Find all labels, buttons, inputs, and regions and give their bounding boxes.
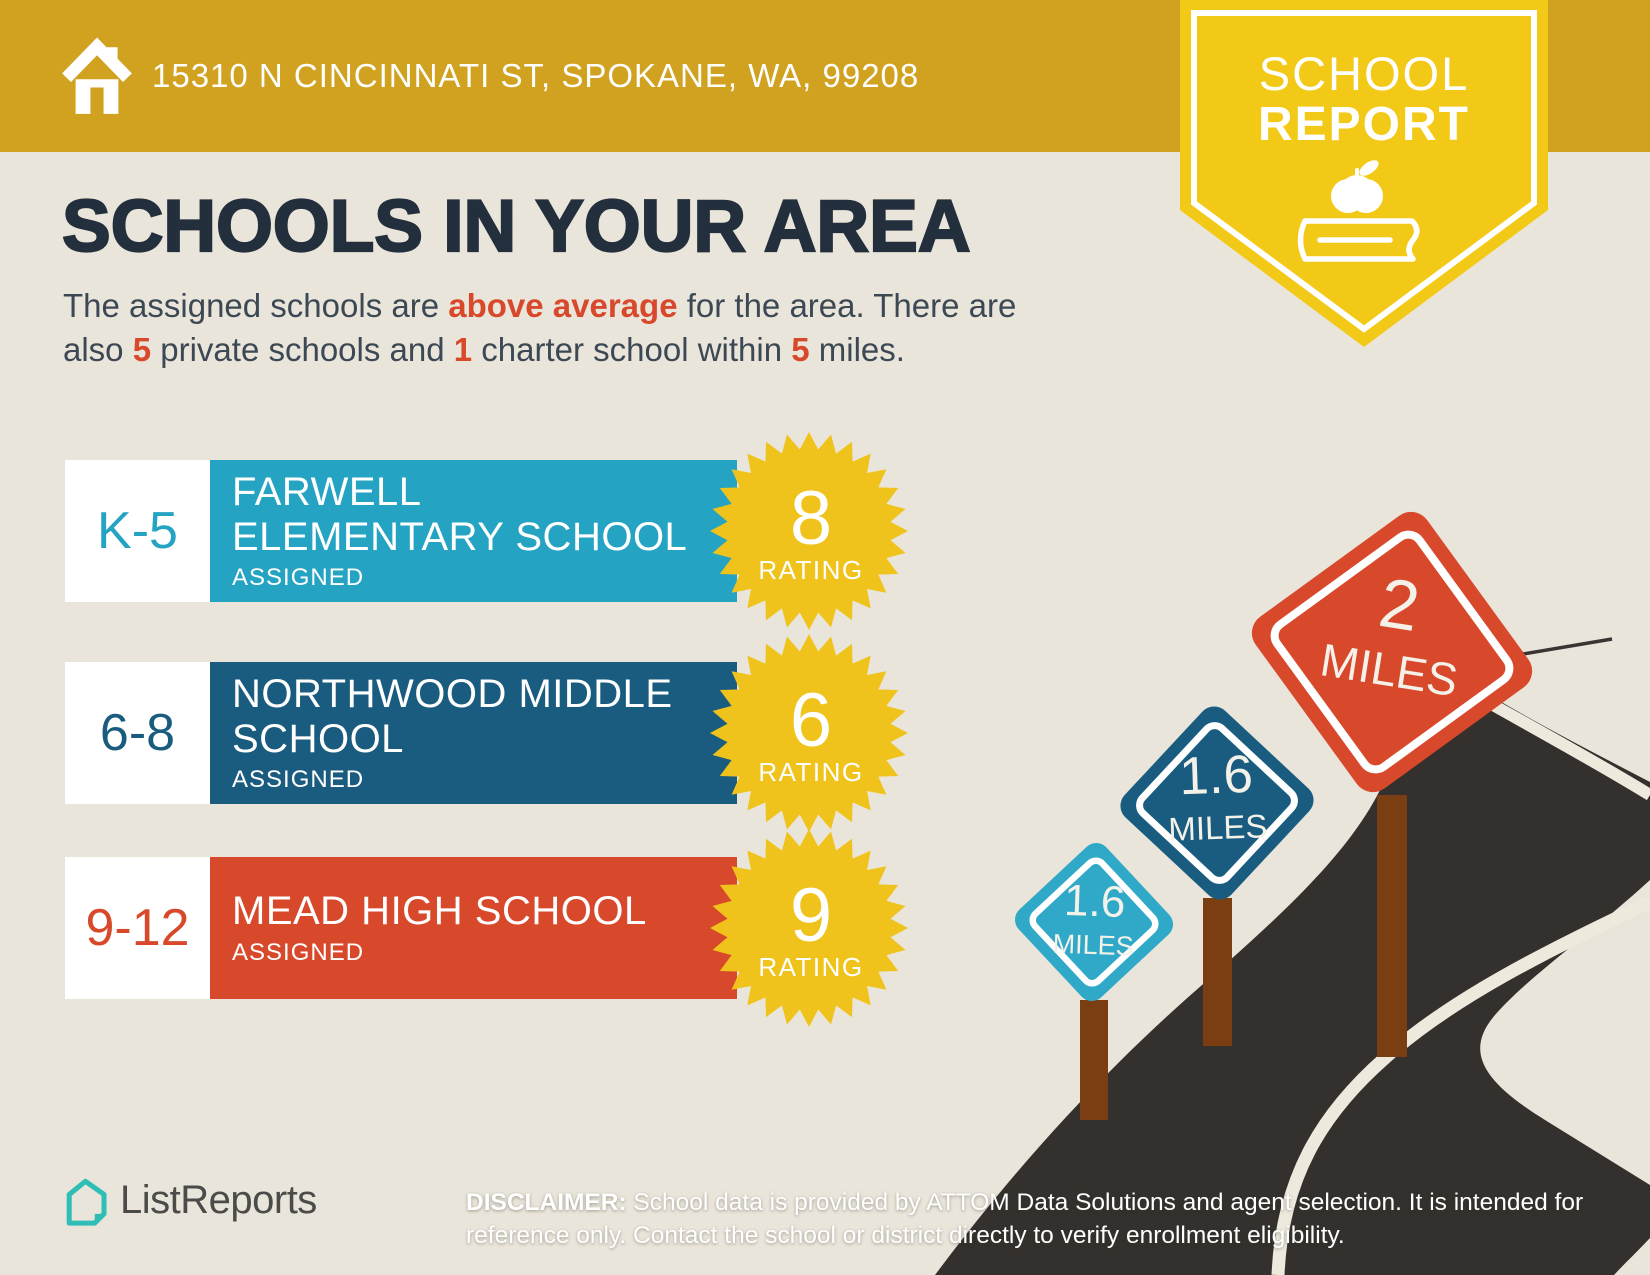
distance-sign-high: 2 MILES	[1251, 511, 1533, 793]
rating-label: RATING	[758, 757, 863, 787]
rating-label: RATING	[758, 952, 863, 982]
listreports-logo-icon	[66, 1178, 107, 1226]
rating-badge-high: 9 RATING	[710, 829, 908, 1027]
school-name: MEAD HIGH SCHOOL	[232, 889, 647, 934]
distance-sign-elementary: 1.6 MILES	[1014, 842, 1174, 1002]
starburst-icon	[710, 829, 908, 1027]
school-name: NORTHWOOD MIDDLE SCHOOL	[232, 671, 673, 761]
school-bar: FARWELL ELEMENTARY SCHOOL ASSIGNED	[210, 460, 737, 602]
school-name: FARWELL ELEMENTARY SCHOOL	[232, 469, 688, 559]
home-icon	[62, 37, 132, 114]
sign-post-mid	[1203, 898, 1232, 1046]
distance-unit: MILES	[1052, 929, 1134, 962]
starburst-icon	[710, 634, 908, 832]
school-status: ASSIGNED	[232, 564, 365, 592]
sign-post-near	[1080, 1000, 1108, 1120]
school-bar: MEAD HIGH SCHOOL ASSIGNED	[210, 857, 737, 999]
grade-range: K-5	[65, 460, 210, 602]
rating-badge-elementary: 8 RATING	[710, 432, 908, 630]
area-summary: The assigned schools are above average f…	[63, 287, 1017, 368]
sign-post-far	[1377, 795, 1407, 1057]
distance-sign-middle: 1.6 MILES	[1120, 706, 1314, 900]
rating-badge-middle: 6 RATING	[710, 634, 908, 832]
page-title: SCHOOLS IN YOUR AREA	[61, 186, 972, 267]
school-row-elementary: K-5 FARWELL ELEMENTARY SCHOOL ASSIGNED	[65, 460, 737, 602]
distance-unit: MILES	[1168, 807, 1268, 847]
disclaimer-text: DISCLAIMER: School data is provided by A…	[466, 1189, 1584, 1250]
brand-name: ListReports	[120, 1178, 317, 1222]
highlight-charter-count: 1	[453, 330, 473, 368]
highlight-private-count: 5	[132, 330, 152, 368]
distance-value: 1.6	[1178, 745, 1254, 807]
rating-value: 8	[790, 476, 832, 561]
rating-value: 6	[790, 678, 832, 763]
rating-label: RATING	[758, 555, 863, 585]
property-address: 15310 N CINCINNATI ST, SPOKANE, WA, 9920…	[152, 57, 920, 94]
school-row-middle: 6-8 NORTHWOOD MIDDLE SCHOOL ASSIGNED	[65, 662, 737, 804]
distance-value: 1.6	[1063, 876, 1126, 927]
school-status: ASSIGNED	[232, 938, 365, 966]
school-row-high: 9-12 MEAD HIGH SCHOOL ASSIGNED	[65, 857, 737, 999]
school-status: ASSIGNED	[232, 766, 365, 794]
grade-range: 6-8	[65, 662, 210, 804]
highlight-above-average: above average	[448, 287, 678, 324]
grade-range: 9-12	[65, 857, 210, 999]
road-asphalt	[935, 640, 1650, 1275]
rating-value: 9	[790, 873, 832, 958]
highlight-radius: 5	[791, 330, 810, 368]
school-bar: NORTHWOOD MIDDLE SCHOOL ASSIGNED	[210, 662, 737, 804]
starburst-icon	[710, 432, 908, 630]
road-line-s	[1271, 896, 1650, 1275]
